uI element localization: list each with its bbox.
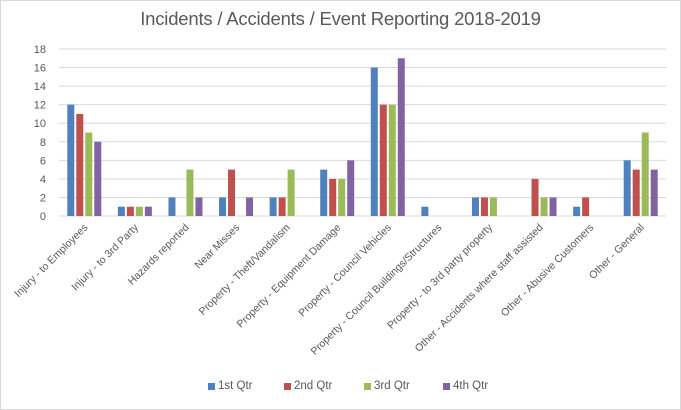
x-tick-label: Property - Equipment Damage bbox=[235, 222, 344, 331]
y-tick-label: 14 bbox=[34, 81, 46, 93]
bar-2nd-qtr bbox=[126, 206, 134, 216]
legend-swatch bbox=[208, 382, 215, 390]
bar-2nd-qtr bbox=[228, 169, 236, 216]
bar-3rd-qtr bbox=[489, 197, 497, 216]
bar-1st-qtr bbox=[370, 67, 378, 216]
bar-1st-qtr bbox=[320, 169, 328, 216]
bar-3rd-qtr bbox=[85, 132, 93, 216]
bar-2nd-qtr bbox=[379, 104, 387, 216]
bar-2nd-qtr bbox=[480, 197, 488, 216]
bar-2nd-qtr bbox=[632, 169, 640, 216]
bar-1st-qtr bbox=[117, 206, 125, 216]
y-axis-ticks: 0 2 4 6 8 10 12 14 16 18 bbox=[34, 44, 46, 223]
bar-3rd-qtr bbox=[135, 206, 143, 216]
legend-label: 2nd Qtr bbox=[294, 380, 333, 392]
x-tick-label: Near Misses bbox=[192, 222, 242, 272]
y-tick-label: 12 bbox=[34, 100, 46, 112]
bar-2nd-qtr bbox=[582, 197, 590, 216]
bar-3rd-qtr bbox=[540, 197, 548, 216]
bar-4th-qtr bbox=[549, 197, 557, 216]
bar-4th-qtr bbox=[650, 169, 658, 216]
bar-4th-qtr bbox=[195, 197, 203, 216]
legend-swatch bbox=[364, 382, 371, 390]
legend-swatch bbox=[443, 382, 450, 390]
bar-2nd-qtr bbox=[278, 197, 286, 216]
bar-3rd-qtr bbox=[641, 132, 649, 216]
bar-4th-qtr bbox=[246, 197, 254, 216]
bar-1st-qtr bbox=[269, 197, 277, 216]
bar-1st-qtr bbox=[421, 206, 429, 216]
bar-1st-qtr bbox=[471, 197, 479, 216]
bar-1st-qtr bbox=[623, 160, 631, 216]
bar-4th-qtr bbox=[144, 206, 152, 216]
y-tick-label: 2 bbox=[40, 192, 46, 204]
bar-2nd-qtr bbox=[76, 113, 84, 216]
y-tick-label: 8 bbox=[40, 137, 46, 149]
x-tick-label: Property - to 3rd party property bbox=[385, 221, 496, 332]
bar-4th-qtr bbox=[94, 141, 102, 216]
y-tick-label: 4 bbox=[40, 174, 46, 186]
y-tick-label: 6 bbox=[40, 155, 46, 167]
legend-item-2nd-qtr: 2nd Qtr bbox=[284, 380, 332, 392]
legend-swatch bbox=[284, 382, 291, 390]
bar-1st-qtr bbox=[168, 197, 176, 216]
chart-title: Incidents / Accidents / Event Reporting … bbox=[140, 8, 541, 29]
bar-4th-qtr bbox=[397, 58, 405, 217]
gridlines bbox=[59, 48, 666, 217]
x-tick-label: Property - Council Vehicles bbox=[296, 222, 394, 320]
bar-1st-qtr bbox=[67, 104, 75, 216]
y-tick-label: 16 bbox=[34, 63, 46, 75]
y-tick-label: 18 bbox=[34, 44, 46, 56]
bars bbox=[67, 58, 658, 217]
bar-3rd-qtr bbox=[287, 169, 295, 216]
x-tick-label: Other - General bbox=[587, 222, 647, 282]
bar-3rd-qtr bbox=[388, 104, 396, 216]
bar-3rd-qtr bbox=[338, 178, 346, 216]
legend-label: 4th Qtr bbox=[453, 380, 489, 392]
legend-label: 3rd Qtr bbox=[374, 380, 410, 392]
x-tick-label: Other - Abusive Customers bbox=[499, 222, 597, 320]
legend: 1st Qtr 2nd Qtr 3rd Qtr 4th Qtr bbox=[0, 380, 681, 396]
bar-2nd-qtr bbox=[531, 178, 539, 216]
legend-item-1st-qtr: 1st Qtr bbox=[208, 380, 253, 392]
legend-item-4th-qtr: 4th Qtr bbox=[443, 380, 488, 392]
legend-label: 1st Qtr bbox=[218, 380, 253, 392]
bar-1st-qtr bbox=[573, 206, 581, 216]
bar-1st-qtr bbox=[219, 197, 227, 216]
bar-4th-qtr bbox=[347, 160, 355, 216]
y-tick-label: 10 bbox=[34, 118, 46, 130]
y-tick-label: 0 bbox=[40, 211, 46, 223]
bar-2nd-qtr bbox=[329, 178, 337, 216]
bar-3rd-qtr bbox=[186, 169, 194, 216]
legend-item-3rd-qtr: 3rd Qtr bbox=[364, 380, 410, 392]
x-tick-label: Property - Theft/Vandalism bbox=[197, 221, 293, 317]
